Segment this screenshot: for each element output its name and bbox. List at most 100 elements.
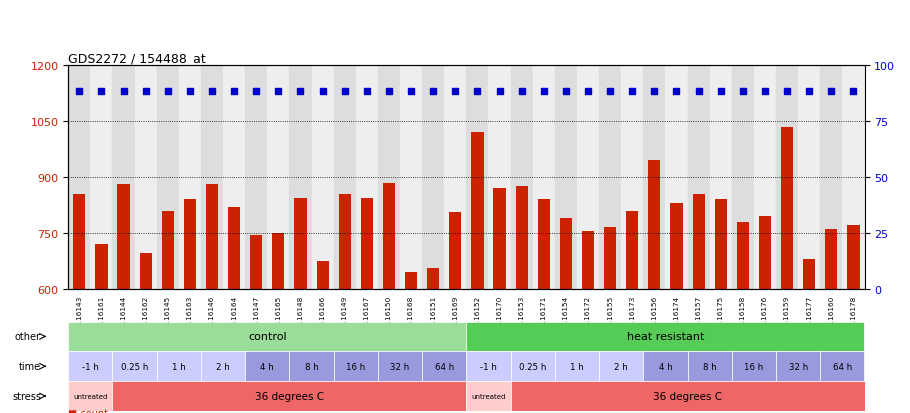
Point xyxy=(514,89,529,95)
Point xyxy=(581,89,595,95)
Point xyxy=(249,89,264,95)
Bar xyxy=(139,254,152,289)
Bar xyxy=(157,351,201,381)
Bar xyxy=(162,211,174,289)
Text: -1 h: -1 h xyxy=(480,362,497,371)
Bar xyxy=(68,322,466,351)
Bar xyxy=(798,66,820,289)
Text: 36 degrees C: 36 degrees C xyxy=(653,391,723,401)
Text: 4 h: 4 h xyxy=(659,362,672,371)
Text: 64 h: 64 h xyxy=(833,362,852,371)
Text: GDS2272 / 154488_at: GDS2272 / 154488_at xyxy=(68,52,206,65)
Bar xyxy=(450,213,461,289)
Point xyxy=(713,89,728,95)
Point xyxy=(316,89,330,95)
Bar xyxy=(356,66,378,289)
Bar xyxy=(626,211,638,289)
Point xyxy=(205,89,219,95)
Point xyxy=(492,89,507,95)
Bar xyxy=(622,66,643,289)
Bar xyxy=(289,351,334,381)
Bar xyxy=(68,381,113,411)
Bar xyxy=(493,189,506,289)
Text: ■ count: ■ count xyxy=(68,408,108,413)
Bar xyxy=(466,66,489,289)
Text: 8 h: 8 h xyxy=(305,362,318,371)
Point xyxy=(160,89,175,95)
Text: 2 h: 2 h xyxy=(217,362,230,371)
Bar xyxy=(511,66,532,289)
Bar xyxy=(96,244,107,289)
Bar xyxy=(511,351,555,381)
Point xyxy=(404,89,419,95)
Point xyxy=(94,89,108,95)
Bar xyxy=(405,273,417,289)
Bar xyxy=(73,194,86,289)
Bar xyxy=(135,66,157,289)
Point xyxy=(780,89,794,95)
Text: 1 h: 1 h xyxy=(172,362,186,371)
Point xyxy=(116,89,131,95)
Bar xyxy=(223,66,245,289)
Bar xyxy=(184,200,196,289)
Bar xyxy=(206,185,218,289)
Bar xyxy=(804,259,815,289)
Bar xyxy=(157,66,179,289)
Bar xyxy=(825,230,837,289)
Bar xyxy=(643,351,688,381)
Bar xyxy=(113,351,157,381)
Text: untreated: untreated xyxy=(471,393,506,399)
Point xyxy=(338,89,352,95)
Text: untreated: untreated xyxy=(73,393,107,399)
Text: 32 h: 32 h xyxy=(789,362,808,371)
Bar xyxy=(560,218,572,289)
Bar xyxy=(599,351,643,381)
Text: heat resistant: heat resistant xyxy=(627,332,704,342)
Bar xyxy=(688,66,710,289)
Bar xyxy=(113,66,135,289)
Bar xyxy=(759,216,771,289)
Text: 2 h: 2 h xyxy=(614,362,628,371)
Point xyxy=(625,89,640,95)
Bar xyxy=(295,198,307,289)
Point xyxy=(846,89,861,95)
Point xyxy=(802,89,816,95)
Bar xyxy=(555,66,577,289)
Bar xyxy=(577,66,599,289)
Point xyxy=(359,89,374,95)
Bar xyxy=(113,381,466,411)
Bar xyxy=(250,235,262,289)
Bar xyxy=(471,133,483,289)
Bar xyxy=(444,66,466,289)
Bar xyxy=(311,66,334,289)
Text: 16 h: 16 h xyxy=(346,362,366,371)
Point xyxy=(602,89,617,95)
Text: stress: stress xyxy=(12,391,41,401)
Bar xyxy=(466,381,511,411)
Bar xyxy=(245,351,289,381)
Bar xyxy=(422,66,444,289)
Point xyxy=(692,89,706,95)
Text: control: control xyxy=(248,332,287,342)
Text: 32 h: 32 h xyxy=(390,362,410,371)
Bar xyxy=(847,226,860,289)
Bar xyxy=(201,66,223,289)
Text: 16 h: 16 h xyxy=(744,362,763,371)
Bar xyxy=(339,194,351,289)
Text: other: other xyxy=(15,332,41,342)
Point xyxy=(293,89,308,95)
Bar xyxy=(843,66,864,289)
Bar xyxy=(648,161,661,289)
Bar xyxy=(466,351,511,381)
Bar xyxy=(776,66,798,289)
Bar xyxy=(289,66,311,289)
Bar xyxy=(90,66,113,289)
Text: 0.25 h: 0.25 h xyxy=(519,362,546,371)
Bar xyxy=(272,233,285,289)
Bar xyxy=(820,351,864,381)
Point xyxy=(448,89,462,95)
Point xyxy=(381,89,396,95)
Point xyxy=(72,89,86,95)
Bar xyxy=(604,228,616,289)
Bar xyxy=(360,198,373,289)
